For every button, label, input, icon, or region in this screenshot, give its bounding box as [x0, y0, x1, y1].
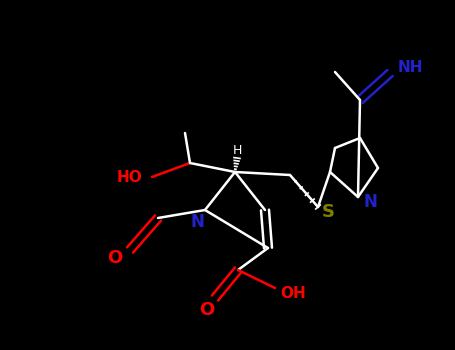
Text: N: N	[363, 193, 377, 211]
Text: OH: OH	[280, 286, 306, 301]
Text: H: H	[233, 144, 242, 156]
Text: S: S	[322, 203, 334, 221]
Text: O: O	[107, 249, 123, 267]
Text: NH: NH	[397, 61, 423, 76]
Text: HO: HO	[117, 169, 143, 184]
Text: O: O	[199, 301, 215, 319]
Text: N: N	[190, 213, 204, 231]
